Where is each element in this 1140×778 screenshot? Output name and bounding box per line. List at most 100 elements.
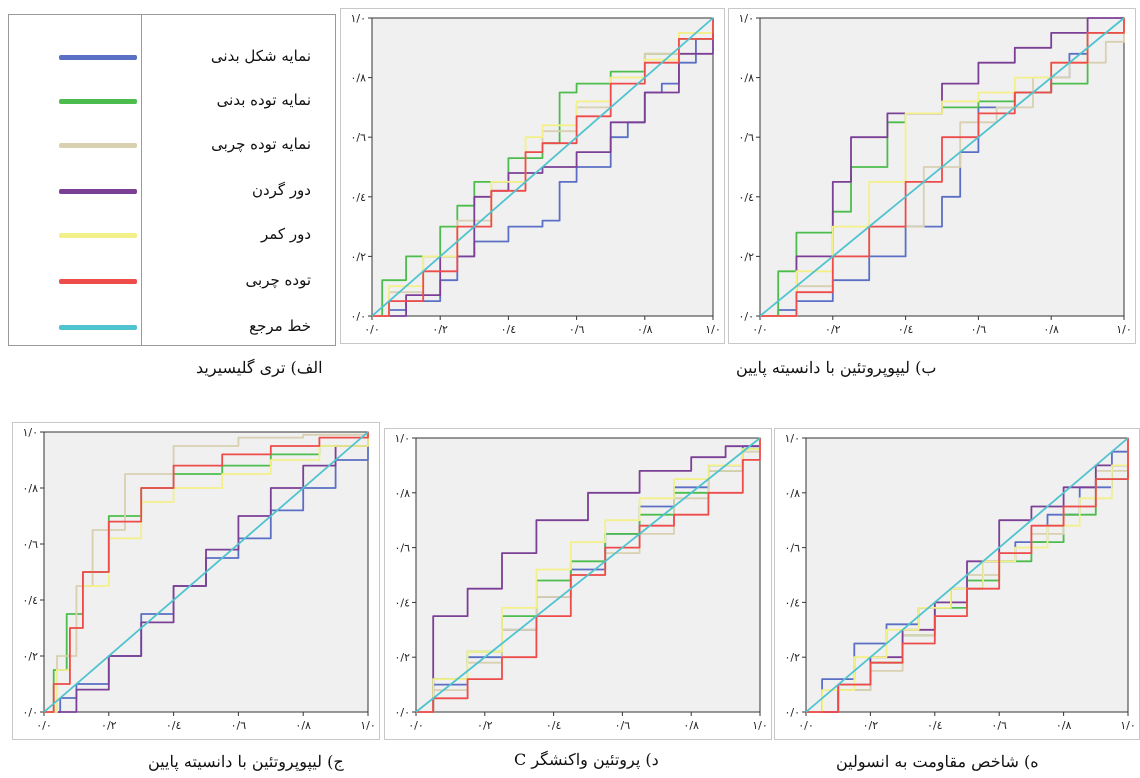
legend-label: دور گردن [251,181,311,199]
legend-swatch [59,325,137,330]
x-tick-label: ۰/٤ [898,323,914,336]
y-tick-label: ۰/٤ [738,191,754,204]
y-tick-label: ۰/۲ [738,250,754,263]
y-tick-label: ۰/۰ [394,706,410,719]
chart-ldl-bottom: ۰/۰ ۰/۲ ۰/٤ ۰/٦ ۰/۸ ۱/۰ ۰/۰ ۰/۲ ۰/٤ ۰/٦ ۰/۸ ۱/۰ [12,422,380,740]
y-tick-label: ۰/۸ [350,72,366,85]
series-line-fat-mass [760,18,1125,317]
chart-triglyceride: ۰/۰ ۰/۲ ۰/٤ ۰/٦ ۰/۸ ۱/۰ ۰/۰ ۰/۲ ۰/٤ ۰/٦ ۰/۸ ۱/۰ [340,8,725,344]
legend-swatch [59,279,137,284]
legend-label: خط مرجع [249,317,311,335]
caption-ldl-top: ب) لیپوپروتئین با دانسیته پایین [736,358,937,377]
y-tick-label: ۱/۰ [784,432,800,445]
legend-item-fat-mass: توده چربی [9,267,335,297]
x-tick-label: ۰/٦ [991,719,1007,732]
series-line-neck-circumference [416,438,761,713]
legend-label: نمایه شکل بدنی [210,47,311,65]
chart-insulin-resistance: ۰/۰ ۰/۲ ۰/٤ ۰/٦ ۰/۸ ۱/۰ ۰/۰ ۰/۲ ۰/٤ ۰/٦ ۰/۸ ۱/۰ [774,428,1140,740]
y-tick-label: ۰/۲ [394,651,410,664]
x-tick-label: ۰/۲ [863,719,879,732]
series-line-neck-circumference [372,18,714,317]
x-tick-label: ۰/٦ [971,323,987,336]
x-tick-label: ۰/۸ [1043,323,1059,336]
legend-label: نمایه توده بدنی [216,91,311,109]
y-tick-label: ۰/۰ [350,310,366,323]
legend-item-bmi: نمایه توده بدنی [9,87,335,117]
y-tick-label: ۰/۸ [784,487,800,500]
x-tick-label: ۰/۲ [477,719,493,732]
chart-ldl-top: ۰/۰ ۰/۲ ۰/٤ ۰/٦ ۰/۸ ۱/۰ ۰/۰ ۰/۲ ۰/٤ ۰/٦ ۰/۸ ۱/۰ [728,8,1136,344]
x-tick-label: ۰/۲ [101,719,117,732]
x-tick-label: ۱/۰ [752,719,768,732]
legend-item-reference-line: خط مرجع [9,313,335,343]
x-tick-label: ۱/۰ [360,719,376,732]
x-tick-label: ۰/٤ [166,719,182,732]
caption-triglyceride: الف) تری گلیسیرید [196,358,323,377]
series-line-reference-line [43,431,369,713]
legend-item-neck-circumference: دور گردن [9,177,335,207]
x-tick-label: ۰/۸ [295,719,311,732]
x-tick-label: ۰/٦ [231,719,247,732]
y-tick-label: ۰/٦ [394,542,410,555]
legend-item-body-shape-index: نمایه شکل بدنی [9,43,335,73]
legend-label: دور کمر [260,225,311,243]
y-tick-label: ۰/۸ [394,487,410,500]
series-line-reference-line [805,437,1129,713]
series-line-fat-mass [44,432,369,713]
y-tick-label: ۰/۰ [738,310,754,323]
y-tick-label: ۱/۰ [22,426,38,439]
x-tick-label: ۰/۰ [36,719,52,732]
series-line-neck-circumference [44,432,369,713]
caption-c-reactive-protein: د) پروتئین واکنشگر C [514,750,659,769]
x-tick-label: ۰/۰ [752,323,768,336]
legend-label: نمایه توده چربی [211,135,311,153]
x-tick-label: ۱/۰ [1116,323,1132,336]
caption-insulin-resistance: ه) شاخص مقاومت به انسولین [836,752,1039,771]
series-line-fat-mass [416,438,761,713]
x-tick-label: ۰/۸ [637,323,653,336]
legend-swatch [59,55,137,60]
y-tick-label: ۰/۲ [350,250,366,263]
y-tick-label: ۰/٦ [22,538,38,551]
series-line-waist-circumference [416,438,761,713]
y-tick-label: ۰/٦ [350,131,366,144]
y-tick-label: ۱/۰ [738,12,754,25]
legend-swatch [59,143,137,148]
x-tick-label: ۰/٤ [501,323,517,336]
caption-ldl-bottom: ج) لیپوپروتئین با دانسیته پایین [148,752,344,771]
legend-swatch [59,99,137,104]
x-tick-label: ۱/۰ [705,323,721,336]
x-tick-label: ۰/۸ [1056,719,1072,732]
x-tick-label: ۰/٦ [569,323,585,336]
series-line-reference-line [759,17,1125,317]
series-line-waist-circumference [372,18,714,317]
legend-swatch [59,189,137,194]
x-tick-label: ۰/٤ [546,719,562,732]
series-line-fat-mass [372,18,714,317]
series-line-reference-line [415,437,761,713]
y-tick-label: ۰/٤ [394,596,410,609]
y-tick-label: ۰/۲ [22,650,38,663]
x-tick-label: ۰/۲ [825,323,841,336]
y-tick-label: ۰/٤ [784,596,800,609]
x-tick-label: ۰/۰ [408,719,424,732]
x-tick-label: ۰/٤ [927,719,943,732]
legend-item-fat-mass-index: نمایه توده چربی [9,131,335,161]
x-tick-label: ۰/۰ [364,323,380,336]
y-tick-label: ۰/۰ [22,706,38,719]
x-tick-label: ۰/۰ [798,719,814,732]
y-tick-label: ۰/٦ [784,542,800,555]
legend-item-waist-circumference: دور کمر [9,221,335,251]
y-tick-label: ۰/٤ [22,594,38,607]
x-tick-label: ۰/۸ [683,719,699,732]
y-tick-label: ۰/۸ [22,482,38,495]
y-tick-label: ۱/۰ [350,12,366,25]
legend-divider [141,15,142,345]
x-tick-label: ۱/۰ [1120,719,1136,732]
series-line-reference-line [371,17,714,317]
legend: نمایه شکل بدنی نمایه توده بدنی نمایه تود… [8,14,336,346]
y-tick-label: ۱/۰ [394,432,410,445]
chart-c-reactive-protein: ۰/۰ ۰/۲ ۰/٤ ۰/٦ ۰/۸ ۱/۰ ۰/۰ ۰/۲ ۰/٤ ۰/٦ ۰/۸ ۱/۰ [384,428,772,740]
y-tick-label: ۰/٤ [350,191,366,204]
x-tick-label: ۰/۲ [432,323,448,336]
